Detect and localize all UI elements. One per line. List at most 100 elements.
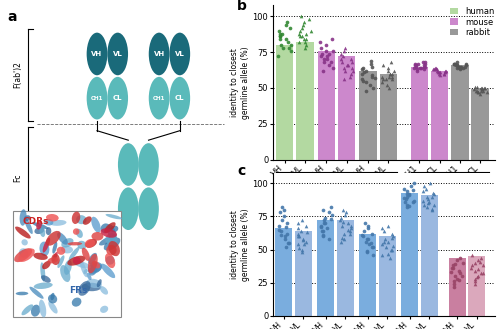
Point [280,207,288,213]
Point [419,60,427,65]
Point [327,216,335,222]
Point [456,67,464,72]
Ellipse shape [73,257,80,264]
Point [388,74,396,79]
Point [404,203,412,209]
Ellipse shape [104,222,116,233]
Ellipse shape [86,279,102,288]
Point [428,207,436,213]
Point [304,230,312,235]
Point [456,64,464,69]
Point [346,57,354,62]
Ellipse shape [46,231,60,246]
Ellipse shape [72,212,80,224]
Point [474,275,482,280]
Bar [468,256,485,316]
Point [300,241,308,247]
Point [294,226,302,231]
Ellipse shape [149,77,170,119]
Point [304,17,312,22]
Point [358,67,366,72]
Point [295,246,303,251]
Point [362,88,370,93]
Point [328,65,336,70]
Ellipse shape [20,209,26,226]
Point [274,28,282,33]
Point [474,89,482,95]
Ellipse shape [106,233,117,244]
Point [411,63,419,68]
Point [274,223,282,228]
Point [388,234,396,239]
Point [429,190,437,195]
Point [364,223,372,228]
Point [368,64,376,69]
Point [474,89,482,95]
Point [302,239,310,244]
Point [458,273,466,279]
Point [455,277,463,283]
FancyBboxPatch shape [13,211,121,317]
Point [424,201,432,206]
Point [420,67,428,72]
Point [359,65,367,70]
Ellipse shape [91,217,101,233]
Ellipse shape [92,232,104,240]
Point [280,214,288,219]
Point [368,74,376,79]
Point [410,65,418,70]
Point [430,191,438,196]
Point [307,28,315,33]
Point [340,68,348,73]
Point [362,68,370,73]
Ellipse shape [60,265,70,282]
Ellipse shape [40,262,46,282]
Point [283,231,291,236]
Text: CL: CL [175,95,184,101]
Point [277,228,285,234]
Point [479,263,487,268]
Point [300,37,308,42]
Point [298,236,306,241]
Point [298,218,306,223]
Point [428,194,436,199]
Point [403,194,411,199]
Text: F(ab')2: F(ab')2 [14,62,22,88]
Point [453,63,461,68]
Point [432,65,440,70]
Point [277,232,285,238]
Ellipse shape [170,77,190,119]
Text: a: a [8,10,17,24]
Bar [401,192,418,316]
Point [296,228,304,234]
Point [342,213,349,218]
Point [386,74,394,79]
Point [400,195,408,201]
Point [382,244,390,250]
Ellipse shape [78,241,86,249]
Point [454,64,462,69]
Point [276,210,284,215]
Point [478,87,486,92]
Ellipse shape [105,253,115,268]
Point [422,205,430,210]
Ellipse shape [100,223,110,233]
Point [302,223,310,228]
Bar [380,74,397,160]
Point [386,71,394,76]
Point [450,61,458,66]
Point [382,77,390,82]
Ellipse shape [68,247,80,260]
Point [384,65,392,70]
Ellipse shape [108,236,118,246]
Point [368,72,376,78]
Text: b: b [237,0,247,13]
Bar [276,45,293,160]
Ellipse shape [92,261,100,268]
Bar [360,234,376,316]
Ellipse shape [34,227,44,234]
Point [482,89,490,95]
Ellipse shape [24,217,33,234]
Ellipse shape [86,33,108,75]
Point [384,68,392,73]
